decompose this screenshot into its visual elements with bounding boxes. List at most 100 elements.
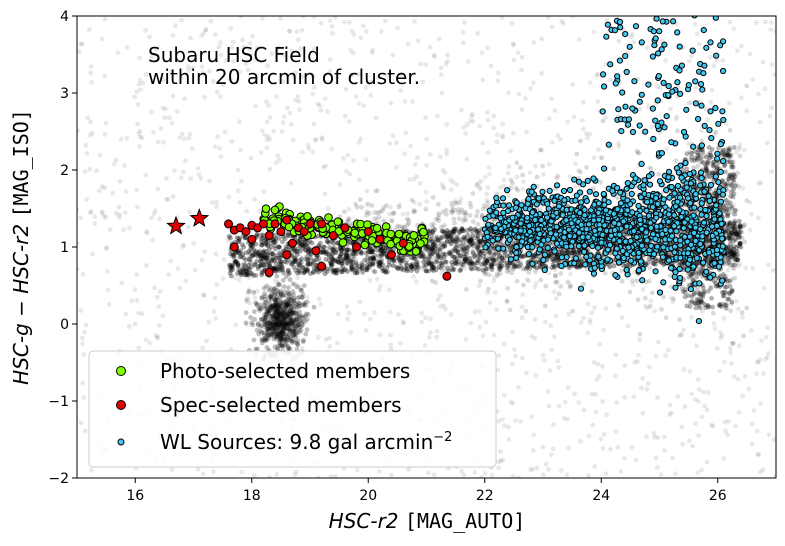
field-galaxy-point — [258, 150, 264, 156]
field-galaxy-point — [385, 72, 390, 78]
field-galaxy-point — [576, 37, 582, 42]
field-galaxy-point — [570, 308, 575, 314]
field-galaxy-point — [589, 289, 595, 294]
field-galaxy-point — [269, 325, 275, 331]
field-galaxy-point — [135, 204, 140, 210]
field-galaxy-point — [437, 248, 443, 254]
field-galaxy-point — [500, 133, 505, 139]
field-galaxy-point — [469, 113, 474, 119]
field-galaxy-point — [714, 346, 720, 351]
field-galaxy-point — [611, 166, 617, 172]
field-galaxy-point — [307, 260, 313, 265]
field-galaxy-point — [747, 200, 753, 205]
field-galaxy-point — [340, 269, 345, 275]
field-galaxy-point — [200, 345, 206, 351]
field-galaxy-point — [734, 48, 740, 54]
field-galaxy-point — [709, 422, 714, 428]
field-galaxy-point — [134, 187, 140, 193]
field-galaxy-point — [478, 178, 484, 184]
field-galaxy-point — [596, 373, 602, 379]
field-galaxy-point — [551, 334, 557, 340]
field-galaxy-point — [488, 63, 494, 69]
field-galaxy-point — [485, 110, 490, 115]
field-galaxy-point — [553, 296, 559, 301]
field-galaxy-point — [250, 322, 256, 328]
field-galaxy-point — [444, 212, 449, 217]
field-galaxy-point — [721, 316, 727, 321]
field-galaxy-point — [521, 252, 527, 258]
field-galaxy-point — [482, 174, 488, 180]
field-galaxy-point — [276, 282, 282, 288]
field-galaxy-point — [144, 263, 149, 268]
field-galaxy-point — [216, 44, 222, 50]
field-galaxy-point — [285, 289, 291, 295]
field-galaxy-point — [104, 268, 110, 274]
field-galaxy-point — [729, 361, 734, 366]
field-galaxy-point — [267, 475, 272, 478]
field-galaxy-point — [373, 188, 379, 194]
field-galaxy-point — [572, 391, 577, 397]
field-galaxy-point — [276, 45, 281, 51]
field-galaxy-point — [242, 235, 248, 241]
field-galaxy-point — [330, 256, 335, 261]
field-galaxy-point — [476, 228, 482, 234]
field-galaxy-point — [634, 148, 640, 154]
field-galaxy-point — [345, 269, 350, 274]
field-galaxy-point — [495, 78, 501, 84]
field-galaxy-point — [80, 271, 86, 277]
field-galaxy-point — [404, 222, 410, 228]
field-galaxy-point — [350, 50, 356, 56]
field-galaxy-point — [663, 353, 668, 358]
field-galaxy-point — [302, 283, 307, 288]
field-galaxy-point — [603, 306, 609, 311]
field-galaxy-point — [285, 327, 291, 332]
field-galaxy-point — [208, 18, 214, 24]
field-galaxy-point — [411, 176, 417, 182]
field-galaxy-point — [639, 385, 644, 391]
field-galaxy-point — [501, 183, 506, 189]
field-galaxy-point — [364, 188, 370, 194]
field-galaxy-point — [375, 74, 381, 80]
field-galaxy-point — [173, 23, 178, 28]
field-galaxy-point — [661, 294, 666, 300]
field-galaxy-point — [511, 41, 516, 47]
field-galaxy-point — [375, 210, 381, 216]
field-galaxy-point — [395, 223, 400, 229]
field-galaxy-point — [731, 26, 737, 32]
field-galaxy-point — [526, 278, 532, 284]
field-galaxy-point — [227, 233, 232, 239]
field-galaxy-point — [417, 181, 423, 186]
field-galaxy-point — [273, 246, 278, 252]
field-galaxy-point — [549, 265, 555, 271]
field-galaxy-point — [600, 446, 606, 451]
field-galaxy-point — [411, 209, 417, 215]
field-galaxy-point — [201, 292, 207, 298]
field-galaxy-point — [685, 141, 691, 147]
field-galaxy-point — [129, 298, 135, 304]
field-galaxy-point — [742, 374, 748, 379]
field-galaxy-point — [589, 310, 595, 316]
field-galaxy-point — [754, 371, 759, 377]
field-galaxy-point — [460, 40, 466, 46]
field-galaxy-point — [457, 200, 462, 206]
field-galaxy-point — [177, 285, 183, 291]
field-galaxy-point — [515, 188, 521, 193]
field-galaxy-point — [630, 282, 636, 287]
field-galaxy-point — [444, 147, 449, 153]
field-galaxy-point — [243, 310, 249, 316]
field-galaxy-point — [239, 272, 245, 278]
field-galaxy-point — [532, 335, 538, 341]
field-galaxy-point — [275, 282, 280, 288]
field-galaxy-point — [486, 286, 491, 292]
field-galaxy-point — [496, 263, 501, 269]
field-galaxy-point — [736, 218, 742, 224]
field-galaxy-point — [711, 164, 717, 169]
field-galaxy-point — [250, 273, 256, 278]
field-galaxy-point — [260, 16, 265, 21]
field-galaxy-point — [363, 85, 368, 90]
field-galaxy-point — [423, 315, 428, 321]
field-galaxy-point — [305, 143, 311, 148]
field-galaxy-point — [220, 276, 226, 282]
field-galaxy-point — [492, 274, 497, 280]
field-galaxy-point — [567, 284, 573, 290]
